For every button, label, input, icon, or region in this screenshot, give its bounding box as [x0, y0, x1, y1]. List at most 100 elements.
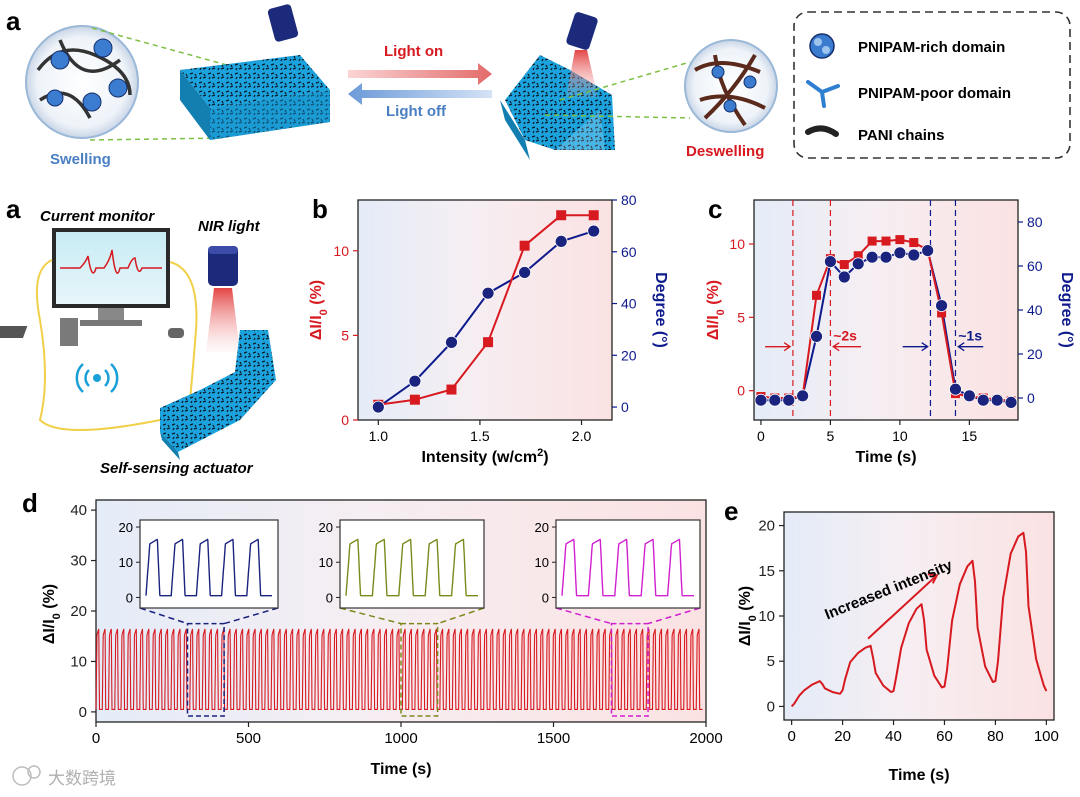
- inset-y-tick-label: 10: [319, 555, 333, 570]
- data-point-square: [409, 394, 420, 405]
- data-point-circle: [935, 299, 948, 313]
- inset-y-tick-label: 0: [126, 590, 133, 605]
- y2-tick-label: 80: [1027, 214, 1043, 230]
- x-tick-label: 0: [757, 428, 765, 444]
- data-point-square: [519, 240, 530, 251]
- y2-tick-label: 20: [1027, 346, 1043, 362]
- panel-label-a-setup: a: [6, 194, 21, 224]
- zoom-guide-right: [544, 61, 691, 119]
- plot-frame: [357, 199, 613, 421]
- y-axis-label-sub: 0: [747, 615, 759, 621]
- y-tick-label: 10: [333, 243, 349, 259]
- y-axis-label-main: ΔI/I: [41, 619, 58, 644]
- data-point-circle: [907, 248, 921, 262]
- y2-tick-label: 0: [621, 399, 629, 415]
- y-tick-label: 30: [70, 553, 87, 570]
- monitor-illustration: [0, 228, 184, 346]
- nir-lamp-off-icon: [267, 4, 299, 42]
- y2-tick-label: 0: [1027, 390, 1035, 406]
- inset-y-tick-label: 20: [319, 520, 333, 535]
- data-point-circle: [810, 329, 823, 343]
- nir-lamp-setup-icon: [206, 246, 240, 352]
- data-point-circle: [782, 393, 796, 407]
- self-sensing-actuator-label: Self-sensing actuator: [100, 460, 254, 477]
- data-point-circle: [851, 257, 865, 271]
- data-point-circle: [754, 393, 768, 407]
- data-point-square: [895, 235, 905, 245]
- y-tick-label: 10: [758, 608, 775, 625]
- panel-label-c: c: [708, 194, 722, 224]
- x-tick-label: 1.0: [369, 428, 389, 444]
- y-axis-label-tail: (%): [41, 584, 58, 613]
- data-point-circle: [837, 270, 851, 284]
- inset-chart: 0 10 20: [319, 519, 485, 609]
- x-axis-label: Time (s): [888, 767, 949, 784]
- cyclic-signal-line: [95, 628, 703, 710]
- watermark: 大数跨境: [48, 769, 116, 788]
- interval-label-recovery: ~1s: [958, 328, 982, 344]
- data-point-square: [937, 308, 947, 318]
- y-axis-label-tail: (%): [737, 586, 754, 615]
- x-axis-label: Intensity (w/cm2): [421, 447, 548, 466]
- inset-y-tick-label: 10: [119, 555, 133, 570]
- x-tick-label: 10: [892, 428, 908, 444]
- plot-background: [754, 200, 1018, 420]
- bent-actuator-illustration: [500, 55, 615, 160]
- nir-lamp-on-icon: [566, 12, 598, 98]
- x-tick-label: 100: [1034, 728, 1059, 745]
- x-tick-label: 0: [92, 730, 100, 747]
- y-axis-label: ΔI/I0 (%): [41, 584, 63, 644]
- trend-arrow: [867, 573, 939, 640]
- y2-axis-label: Degree (°): [1058, 272, 1075, 348]
- data-point-circle: [796, 389, 810, 403]
- x-axis-label: Time (s): [855, 449, 916, 466]
- y-tick-label: 20: [70, 603, 87, 620]
- x-tick-label: 1000: [384, 730, 417, 747]
- legend-item-pani-chains: PANI chains: [858, 127, 944, 144]
- data-point-circle: [949, 382, 962, 396]
- y-axis-label-main: ΔI/I: [705, 315, 722, 340]
- x-tick-label: 20: [834, 728, 851, 745]
- y-tick-label: 5: [341, 327, 349, 343]
- data-point-square: [483, 337, 494, 348]
- zoom-window-box: [400, 622, 439, 717]
- swelling-label: Swelling: [50, 151, 111, 168]
- data-point-circle: [976, 393, 990, 407]
- x-tick-label: 40: [885, 728, 902, 745]
- data-point-square: [812, 290, 822, 300]
- data-point-circle: [481, 286, 495, 300]
- y2-tick-label: 80: [621, 192, 637, 208]
- zoom-connector-left: [339, 607, 402, 625]
- data-point-circle: [408, 374, 422, 388]
- y-tick-label: 15: [758, 563, 775, 580]
- y-tick-label: 40: [70, 502, 87, 519]
- inset-signal-line: [145, 538, 272, 597]
- nir-light-label: NIR light: [198, 218, 261, 235]
- light-on-arrow: [348, 63, 492, 85]
- zoom-window-box: [610, 622, 649, 717]
- data-point-square: [839, 260, 849, 270]
- x-tick-label: 2000: [689, 730, 722, 747]
- interval-arrow-blue-left: [902, 342, 929, 352]
- data-point-circle: [921, 244, 935, 258]
- y-tick-label: 5: [737, 309, 745, 325]
- data-point-square: [446, 384, 457, 395]
- y2-tick-label: 20: [621, 347, 637, 363]
- y-axis-label: ΔI/I0 (%): [705, 280, 727, 340]
- legend-item-pnipam-poor: PNIPAM-poor domain: [858, 85, 1011, 102]
- inset-y-tick-label: 10: [535, 555, 549, 570]
- y-axis-label-tail: (%): [308, 280, 325, 309]
- zoom-connector-right: [437, 607, 485, 625]
- data-point-circle: [865, 250, 879, 264]
- y-tick-label: 0: [767, 698, 775, 715]
- data-point-square: [556, 210, 567, 221]
- y-axis-label-sub: 0: [51, 613, 63, 619]
- x-axis-label-tail: ): [543, 449, 548, 466]
- data-point-circle: [371, 400, 385, 414]
- y-axis-label-main: ΔI/I: [737, 621, 754, 646]
- data-point-square: [881, 236, 891, 246]
- panel-label-a-top: a: [6, 6, 21, 36]
- light-off-label: Light off: [386, 103, 447, 120]
